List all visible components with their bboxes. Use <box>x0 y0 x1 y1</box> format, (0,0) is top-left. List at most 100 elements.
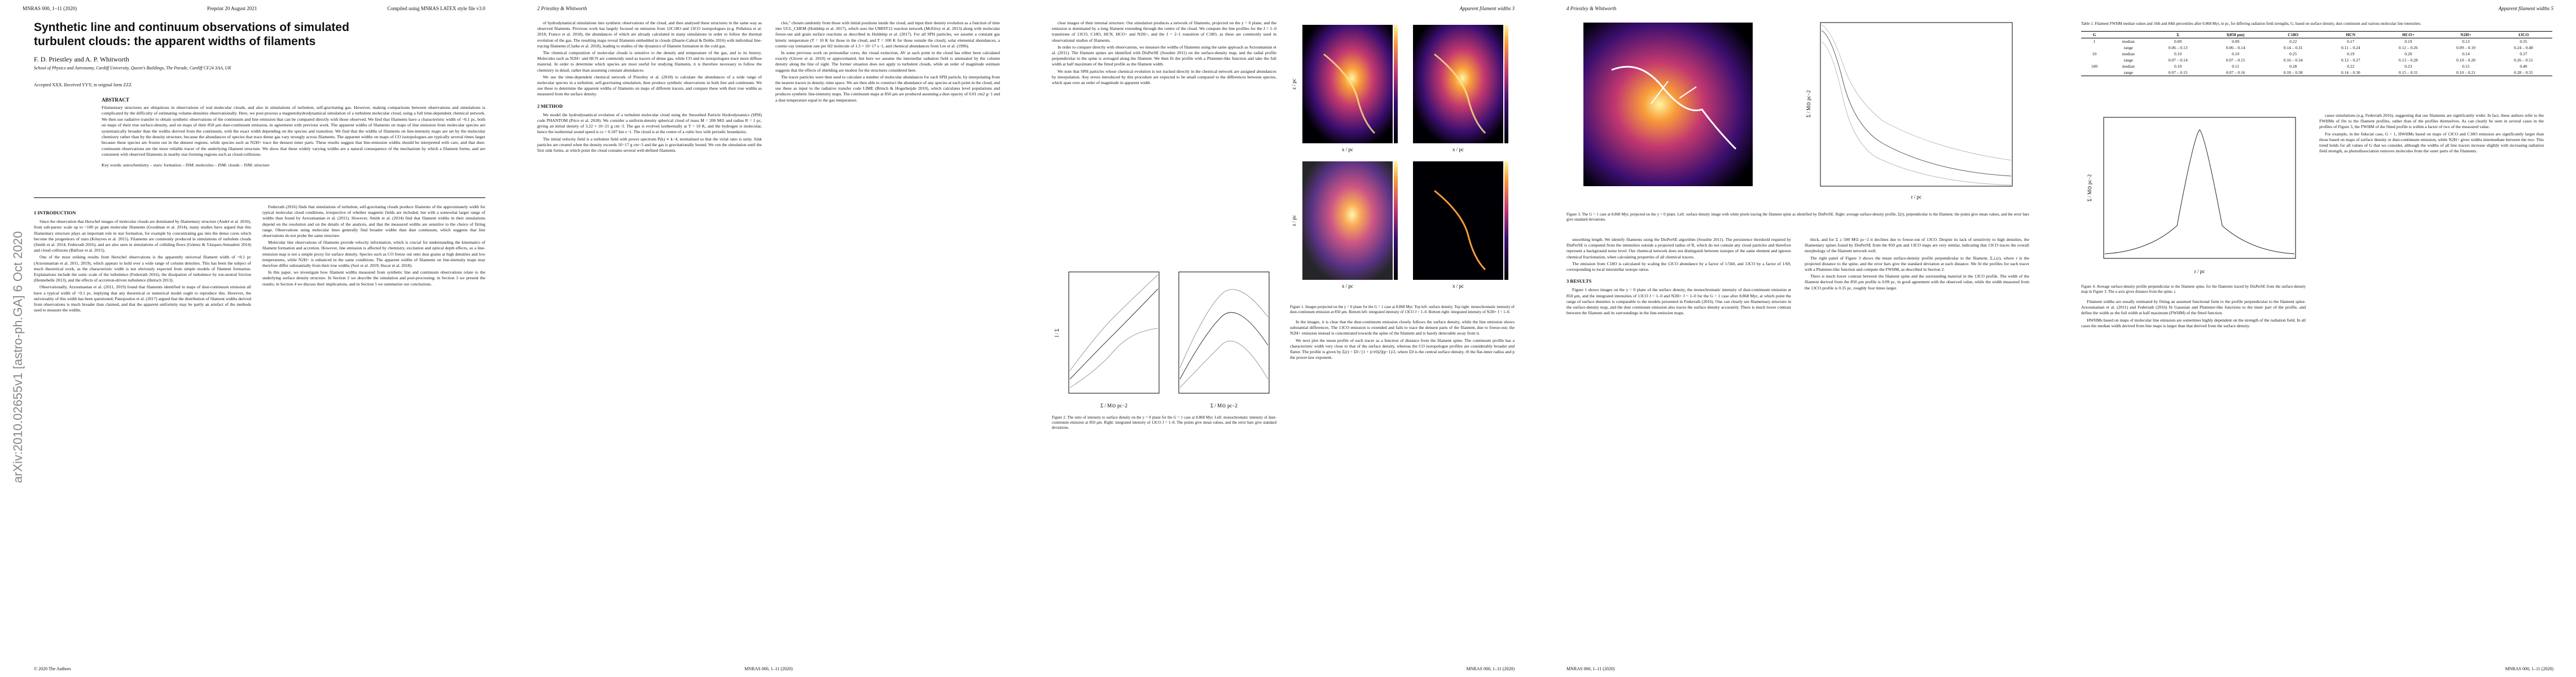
table-cell: 0.37 <box>2520 51 2527 56</box>
x-axis-label: Σ / M⊙ pc−2 <box>1210 403 1237 408</box>
page-5: Apparent filament widths 5 Table 1. Fila… <box>2059 0 2576 677</box>
column-header <box>2108 32 2149 38</box>
y-axis-label: z / pc <box>1291 78 1297 90</box>
paragraph: cause simulations (e.g. Federrath 2016),… <box>2319 113 2544 130</box>
paragraphs: Filament widths are usually estimated by… <box>2081 299 2306 329</box>
paragraph: The right panel of Figure 3 shows the me… <box>1805 255 2029 272</box>
column-header: C18O <box>2288 32 2299 37</box>
table-cell: 0.28 <box>2289 64 2297 69</box>
filament-spine <box>1611 65 1737 150</box>
table-cell: 0.15 – 0.31 <box>2398 70 2418 75</box>
abstract: Filamentary structures are ubiquitous in… <box>102 105 485 157</box>
rule <box>34 197 485 198</box>
column-header: 13CO <box>2518 32 2529 37</box>
panel <box>1302 161 1398 280</box>
running-head: 2 Priestley & Whitworth <box>537 6 587 11</box>
column-left: of hydrodynamical simulations into synth… <box>537 20 762 155</box>
abstract-heading: ABSTRACT <box>102 97 130 103</box>
table-cell: 0.28 – 0.55 <box>2514 70 2533 75</box>
table-cell: 0.23 <box>2404 64 2412 69</box>
axes <box>1068 271 1160 394</box>
table-cell: median <box>2122 64 2135 69</box>
arxiv-stamp-box: arXiv:2010.02655v1 [astro-ph.GA] 6 Oct 2… <box>7 186 29 525</box>
table-row: range 0.07 – 0.15 0.07 – 0.16 0.18 – 0.38 0.… <box>2081 69 2552 76</box>
paper-title: Synthetic line and continuum observation… <box>34 21 349 48</box>
table-cell: 0.06 – 0.13 <box>2168 45 2188 50</box>
table-cell: 0.20 <box>2404 51 2412 56</box>
paragraphs: smoothing length. We identify filaments … <box>1566 237 1791 272</box>
colorbar <box>1394 161 1398 280</box>
paragraph: smoothing length. We identify filaments … <box>1566 237 1791 260</box>
paragraph: thick, and for Σ ≥ 500 M⊙ pc−2 it declin… <box>1805 237 2029 254</box>
paragraphs: cause simulations (e.g. Federrath 2016),… <box>2319 113 2544 154</box>
y-axis-label: Σ / M⊙ pc−2 <box>1806 90 1811 117</box>
table-cell: 0.07 – 0.14 <box>2168 58 2188 63</box>
table-cell: 0.25 <box>2289 51 2297 56</box>
keywords: Key words: astrochemistry – stars: forma… <box>102 162 270 168</box>
heatmap <box>1302 25 1393 143</box>
table-cell: range <box>2123 58 2134 63</box>
table-cell: 0.22 <box>2289 39 2297 44</box>
column-left: smoothing length. We identify filaments … <box>1566 237 1791 317</box>
paragraph: We note that SPH particles whose chemica… <box>1052 68 1276 86</box>
abstract-block: ABSTRACT Filamentary structures are ubiq… <box>102 97 485 168</box>
column-left: r / pc Σ / M⊙ pc−2 Figure 4. Average sur… <box>2081 113 2306 330</box>
table-cell <box>2081 45 2108 51</box>
table-cell: 0.14 – 0.30 <box>2341 70 2360 75</box>
table-cell: range <box>2123 70 2134 75</box>
column-right: cles," chosen randomly from those with i… <box>775 20 1000 104</box>
footer: MNRAS 000, 1–11 (2020) <box>744 666 793 671</box>
header: Apparent filament widths 5 <box>2081 6 2553 11</box>
table-cell: 0.15 <box>2462 64 2470 69</box>
colorbar <box>1504 25 1508 143</box>
paragraph: The initial velocity field is a turbulen… <box>537 136 762 153</box>
paragraph: We next plot the mean profile of each tr… <box>1290 337 1515 361</box>
table-cell: median <box>2122 51 2135 56</box>
axes <box>2103 117 2296 259</box>
trend <box>1069 288 1158 380</box>
table-row: 100 median 0.10 0.11 0.28 0.22 0.23 0.15 0.40 <box>2081 63 2552 69</box>
table-cell: 0.10 – 0.21 <box>2456 70 2476 75</box>
footer: MNRAS 000, 1–11 (2020) <box>2505 666 2553 671</box>
paragraph: The tracer particles were then used to c… <box>775 74 1000 103</box>
header: 2 Priestley & Whitworth <box>537 6 1000 11</box>
table-row: range 0.06 – 0.13 0.06 – 0.14 0.14 – 0.31 0.… <box>2081 45 2552 51</box>
x-axis-label: r / pc <box>2195 269 2205 274</box>
arxiv-stamp: arXiv:2010.02655v1 [astro-ph.GA] 6 Oct 2… <box>11 231 25 483</box>
table-cell: 0.26 – 0.51 <box>2514 58 2533 63</box>
spread <box>1069 274 1158 371</box>
section-heading: 2 METHOD <box>537 103 563 109</box>
filament-branch <box>1651 81 1697 104</box>
spread <box>1179 289 1269 368</box>
profile-spread <box>1821 41 2012 186</box>
table-cell: 0.16 – 0.34 <box>2283 58 2303 63</box>
panel <box>1413 161 1508 280</box>
paragraph: The emission from C18O is calculated by … <box>1566 261 1791 272</box>
preprint-date: Preprint 20 August 2021 <box>207 6 257 11</box>
table-cell: 0.19 <box>2347 51 2355 56</box>
fig2-panel <box>1068 271 1160 394</box>
filament <box>1434 190 1486 271</box>
filament <box>1434 53 1486 134</box>
authors: F. D. Priestley and A. P. Whitworth <box>34 55 129 63</box>
page-4: 4 Priestley & Whitworth r / pc Σ / M⊙ pc… <box>1544 0 2052 677</box>
paragraph: In the images, it is clear that the dust… <box>1290 319 1515 336</box>
table-cell: 0.12 – 0.27 <box>2341 58 2360 63</box>
table-header: G Σ I(850 μm) C18O HCN HCO+ N2H+ 13CO <box>2081 31 2552 38</box>
figure-caption: Figure 3. The G = 1 case at 8.868 Myr, p… <box>1566 212 2029 222</box>
table: G Σ I(850 μm) C18O HCN HCO+ N2H+ 13CO 1 median 0.0… <box>2081 31 2552 76</box>
paragraph: The chemical composition of molecular cl… <box>537 50 762 73</box>
table-cell: 0.17 <box>2347 39 2355 44</box>
paragraph: Observationally, Arzoumanian et al. (201… <box>34 284 251 313</box>
x-axis-label: r / pc <box>1911 194 1922 200</box>
y-axis-label: I / Σ <box>1054 329 1060 337</box>
paragraph: Figure 1 shows images on the y = 0 plane… <box>1566 287 1791 316</box>
table-cell: 0.06 – 0.14 <box>2226 45 2245 50</box>
paragraphs: clear images of their internal structure… <box>1052 20 1276 86</box>
axes <box>1178 271 1270 394</box>
page-1: MNRAS 000, 1–11 (2020) Preprint 20 Augus… <box>0 0 508 677</box>
figure-caption: Figure 2. The ratio of intensity to surf… <box>1052 415 1276 430</box>
x-axis-label: x / pc <box>1452 283 1464 289</box>
table-cell: 0.13 <box>2462 39 2470 44</box>
table-cell: 0.10 – 0.20 <box>2456 58 2476 63</box>
